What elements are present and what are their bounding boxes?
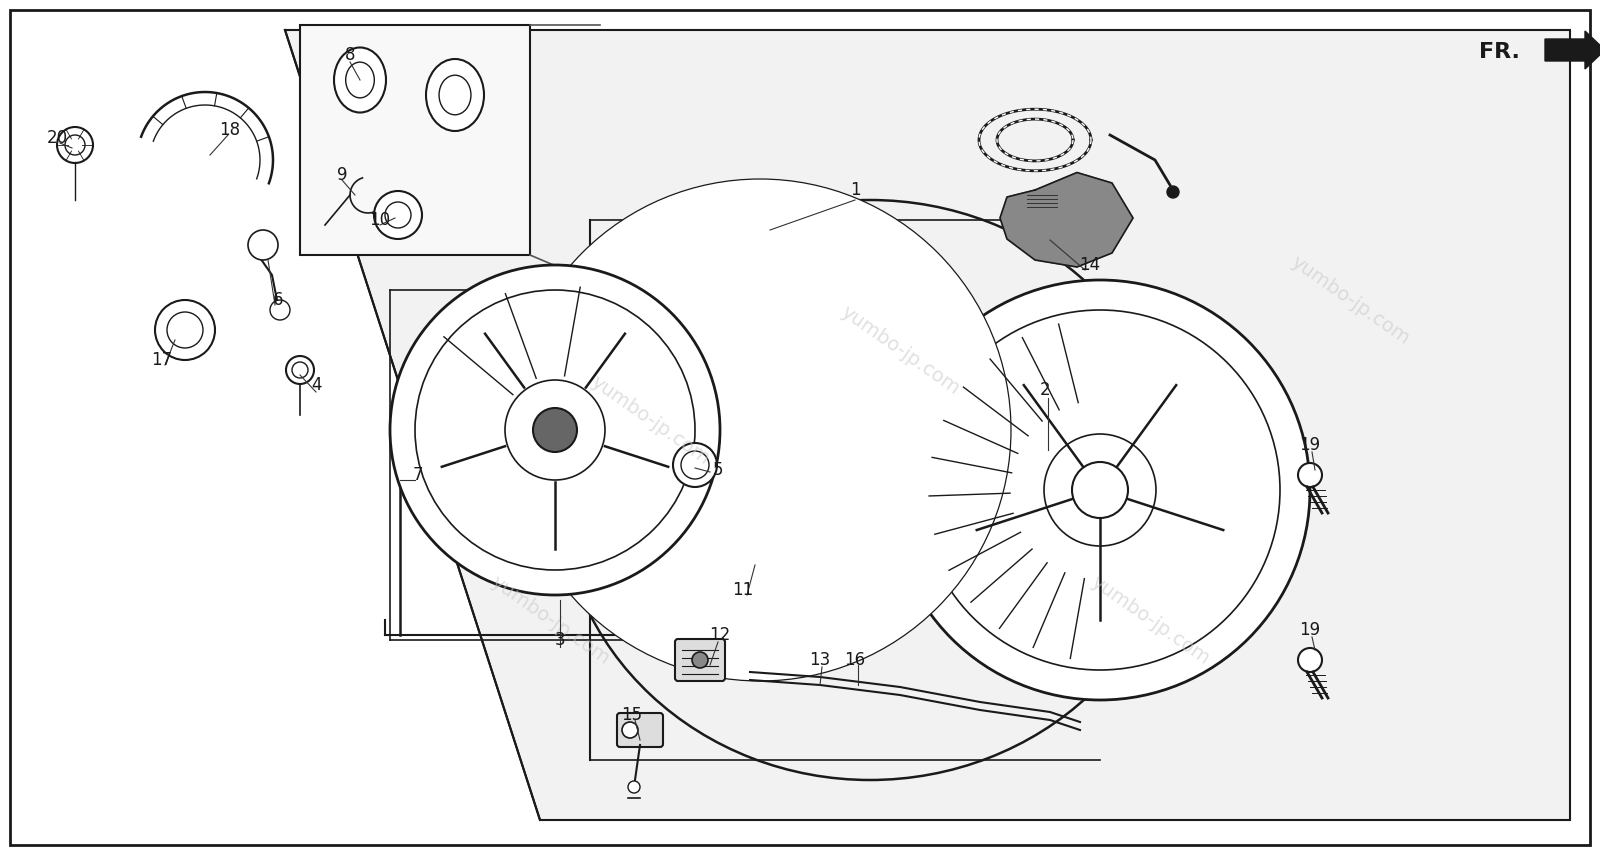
Circle shape <box>374 191 422 239</box>
Circle shape <box>730 400 790 460</box>
Circle shape <box>674 443 717 487</box>
Text: 6: 6 <box>272 291 283 309</box>
Text: yumbo-jp.com: yumbo-jp.com <box>587 372 714 468</box>
Circle shape <box>286 356 314 384</box>
Circle shape <box>522 192 998 668</box>
Polygon shape <box>285 30 1570 820</box>
Text: yumbo-jp.com: yumbo-jp.com <box>1286 252 1413 348</box>
Circle shape <box>626 296 894 564</box>
Bar <box>301 25 530 255</box>
Circle shape <box>587 257 933 603</box>
Circle shape <box>562 231 958 629</box>
Text: 19: 19 <box>1299 621 1320 639</box>
Circle shape <box>506 380 605 480</box>
Ellipse shape <box>334 48 386 113</box>
Circle shape <box>291 362 307 378</box>
Text: yumbo-jp.com: yumbo-jp.com <box>1086 572 1213 668</box>
Circle shape <box>682 451 709 479</box>
Ellipse shape <box>346 62 374 97</box>
Text: 14: 14 <box>1080 256 1101 274</box>
Circle shape <box>166 312 203 348</box>
Text: 13: 13 <box>810 651 830 669</box>
Circle shape <box>1298 648 1322 672</box>
FancyArrow shape <box>1546 31 1600 69</box>
Text: 19: 19 <box>1299 436 1320 454</box>
Circle shape <box>691 652 707 668</box>
Circle shape <box>638 309 882 551</box>
Circle shape <box>600 270 920 590</box>
Circle shape <box>58 127 93 163</box>
Circle shape <box>920 310 1280 670</box>
Ellipse shape <box>718 450 790 550</box>
Text: 12: 12 <box>709 626 731 644</box>
Text: 8: 8 <box>344 46 355 64</box>
Circle shape <box>390 265 720 595</box>
Text: 16: 16 <box>845 651 866 669</box>
Circle shape <box>1043 434 1155 546</box>
Text: 15: 15 <box>621 706 643 724</box>
Ellipse shape <box>426 59 483 131</box>
Circle shape <box>890 280 1310 700</box>
Text: 7: 7 <box>413 466 424 484</box>
Circle shape <box>248 230 278 260</box>
Text: 10: 10 <box>370 211 390 229</box>
Circle shape <box>386 202 411 228</box>
Circle shape <box>691 361 829 499</box>
Ellipse shape <box>706 430 805 570</box>
FancyBboxPatch shape <box>675 639 725 681</box>
Circle shape <box>66 135 85 155</box>
Circle shape <box>627 781 640 793</box>
Circle shape <box>1166 186 1179 198</box>
Text: 5: 5 <box>712 461 723 479</box>
Circle shape <box>678 348 842 512</box>
Text: 11: 11 <box>733 581 754 599</box>
Circle shape <box>622 722 638 738</box>
Circle shape <box>155 300 214 360</box>
Circle shape <box>547 218 973 642</box>
Text: 20: 20 <box>46 129 67 147</box>
Circle shape <box>666 335 854 525</box>
Text: 17: 17 <box>152 351 173 369</box>
Circle shape <box>534 205 986 655</box>
Circle shape <box>509 179 1011 681</box>
Text: 2: 2 <box>1040 381 1050 399</box>
Circle shape <box>653 322 867 538</box>
Text: yumbo-jp.com: yumbo-jp.com <box>837 302 963 398</box>
Circle shape <box>414 290 694 570</box>
Circle shape <box>1298 463 1322 487</box>
Circle shape <box>533 408 578 452</box>
Circle shape <box>270 300 290 320</box>
Text: 4: 4 <box>310 376 322 394</box>
Text: 18: 18 <box>219 121 240 139</box>
Ellipse shape <box>438 75 470 115</box>
Circle shape <box>704 374 816 486</box>
Text: FR.: FR. <box>1478 42 1520 62</box>
Circle shape <box>574 244 946 616</box>
Text: 3: 3 <box>555 631 565 649</box>
Text: 9: 9 <box>336 166 347 184</box>
Circle shape <box>1072 462 1128 518</box>
Circle shape <box>613 283 907 577</box>
Text: yumbo-jp.com: yumbo-jp.com <box>486 572 613 668</box>
Text: 1: 1 <box>850 181 861 199</box>
Circle shape <box>717 387 803 473</box>
Polygon shape <box>1000 173 1133 267</box>
FancyBboxPatch shape <box>618 713 662 747</box>
